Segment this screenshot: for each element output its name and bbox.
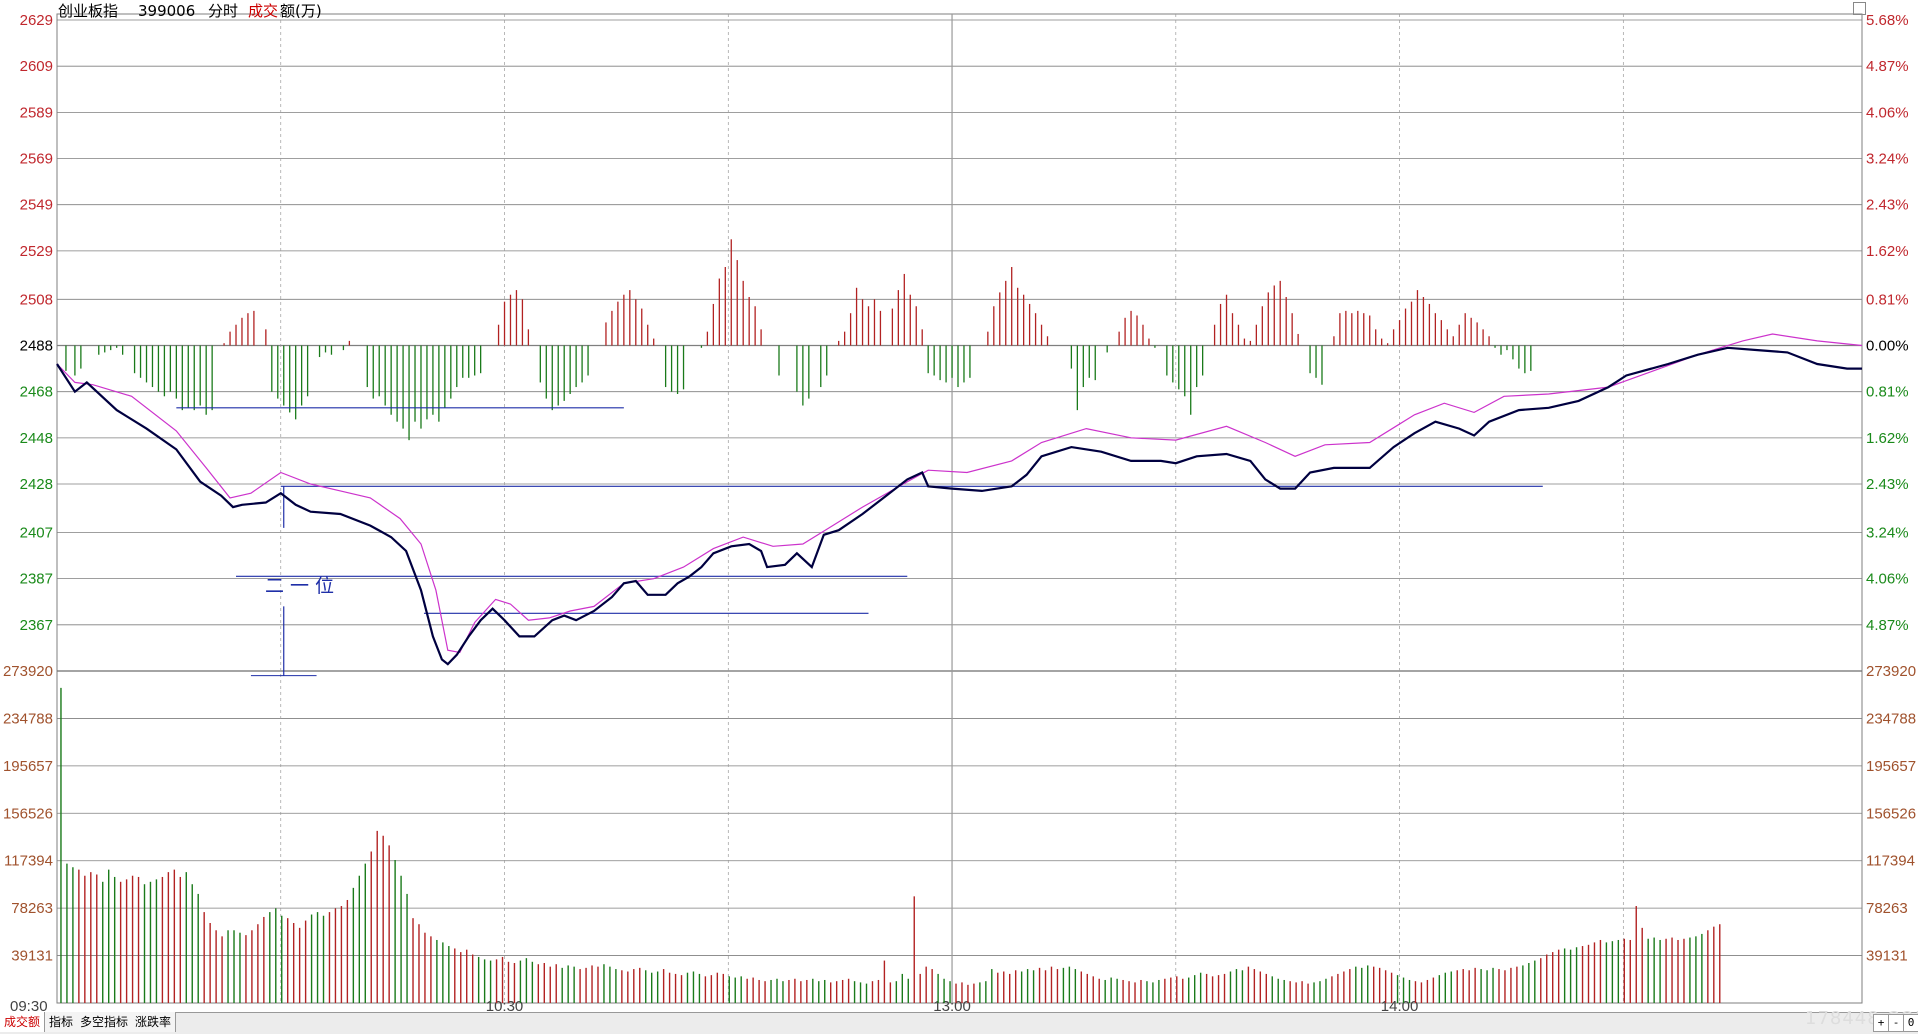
tab-advance-decline[interactable]: 涨跌率 [131,1012,177,1032]
volume-tick-label: 156526 [3,805,53,822]
breadth-bars [65,239,1532,441]
average-price-line [56,333,1863,654]
volume-tick-label: 273920 [1866,663,1916,680]
index-name: 创业板指 [58,2,118,20]
volume-tick-label: 39131 [1866,948,1908,965]
reset-button[interactable]: 0 [1903,1014,1918,1032]
chart-header: 创业板指 399006 分时 成交 额(万) [58,2,322,20]
percent-tick-label: 1.62% [1866,243,1909,260]
percent-axis-right: 5.68% 4.87% 4.06% 3.24% 2.43% 1.62% 0.81% 0.00%… [1866,12,1909,634]
volume-tick-label: 117394 [1866,853,1915,870]
price-tick-label: 2569 [20,151,53,168]
price-tick-label: 2629 [20,12,53,29]
annotation-text: 二一位 [265,575,340,597]
annotation-lines [176,407,1543,677]
indicator-label-red: 成交 [248,2,278,20]
tab-indicator[interactable]: 指标 [45,1012,79,1032]
indicator-tab-bar [0,1012,1918,1034]
grid [56,13,1863,1004]
percent-tick-label: 1.62% [1866,430,1909,447]
price-tick-label: 2488 [20,338,53,355]
price-tick-label: 2609 [20,58,53,75]
index-code: 399006 [138,2,195,20]
price-line [56,346,1862,666]
volume-tick-label: 156526 [1866,805,1916,822]
volume-tick-label: 234788 [1866,710,1916,727]
percent-tick-label: 2.43% [1866,197,1909,214]
percent-tick-label: 4.87% [1866,58,1909,75]
indicator-label: 额(万) [280,2,322,20]
zoom-out-button[interactable]: - [1888,1014,1904,1032]
price-tick-label: 2367 [20,617,53,634]
percent-tick-label: 0.00% [1866,338,1909,355]
chart-mode: 分时 [208,2,238,20]
price-tick-label: 2448 [20,430,53,447]
volume-axis-left: 273920 234788 195657 156526 117394 78263 39131 [3,663,53,965]
tab-long-short[interactable]: 多空指标 [76,1012,134,1032]
maximize-icon[interactable] [1853,2,1866,15]
percent-tick-label: 5.68% [1866,12,1909,29]
volume-tick-label: 78263 [1866,900,1908,917]
price-tick-label: 2549 [20,197,53,214]
volume-tick-label: 273920 [3,663,53,680]
price-axis-left: 2629 2609 2589 2569 2549 2529 2508 2488 2468 2448… [20,12,53,634]
percent-tick-label: 4.87% [1866,617,1909,634]
volume-tick-label: 117394 [4,853,53,870]
volume-tick-label: 78263 [11,900,53,917]
percent-tick-label: 3.24% [1866,524,1909,541]
volume-tick-label: 195657 [3,758,53,775]
price-tick-label: 2407 [20,524,53,541]
volume-bars [60,687,1721,1003]
volume-axis-right: 273920 234788 195657 156526 117394 78263 39131 [1866,663,1916,965]
price-tick-label: 2508 [20,291,53,308]
price-tick-label: 2468 [20,384,53,401]
price-tick-label: 2428 [20,476,53,493]
percent-tick-label: 2.43% [1866,476,1909,493]
percent-tick-label: 0.81% [1866,291,1909,308]
percent-tick-label: 4.06% [1866,104,1909,121]
volume-tick-label: 234788 [3,710,53,727]
percent-tick-label: 4.06% [1866,571,1909,588]
volume-tick-label: 39131 [11,948,53,965]
zoom-in-button[interactable]: + [1873,1014,1889,1032]
percent-tick-label: 3.24% [1866,151,1909,168]
tab-turnover[interactable]: 成交额 [0,1012,46,1032]
percent-tick-label: 0.81% [1866,384,1909,401]
plot-frame [56,13,1863,1004]
price-tick-label: 2589 [20,104,53,121]
price-tick-label: 2387 [20,571,53,588]
time-tick-label: 09:30 [10,998,48,1015]
price-tick-label: 2529 [20,243,53,260]
volume-tick-label: 195657 [1866,758,1916,775]
